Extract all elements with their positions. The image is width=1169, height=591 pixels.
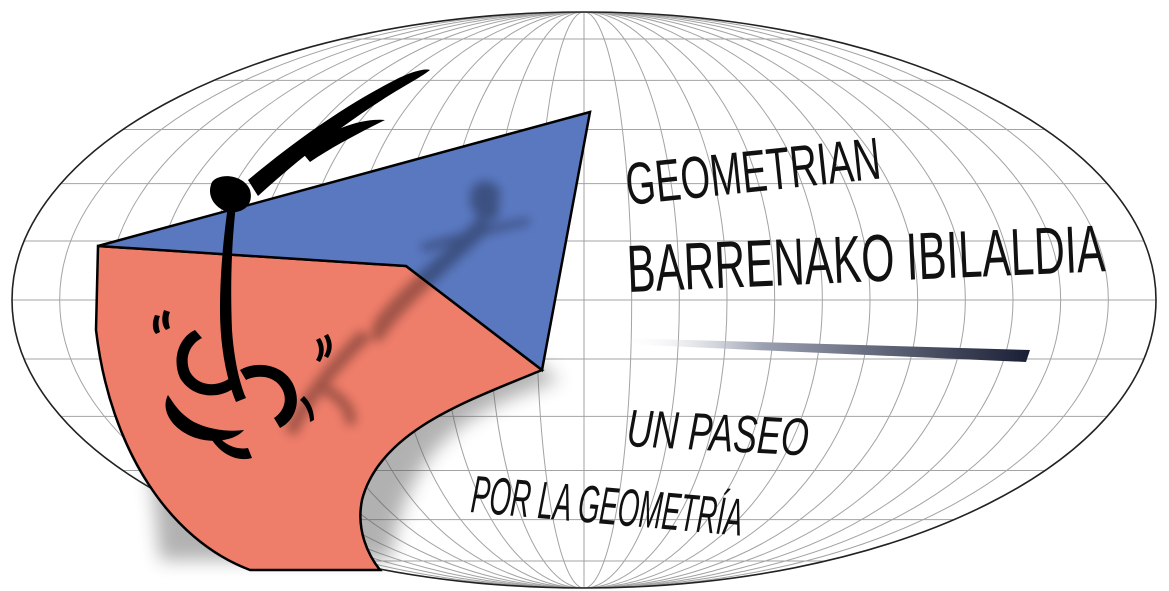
red-face [94,244,545,572]
subtitle-line-2: POR LA GEOMETRÍA [469,466,745,548]
walking-stick-figure-icon [152,69,430,460]
gradient-bar [620,338,1030,362]
title-line-1: GEOMETRIAN [622,124,883,218]
folded-paper-solid-icon [94,110,592,572]
figure-shadow [285,181,530,436]
blue-face [97,110,592,373]
subtitle-line-1: UN PASEO [625,399,810,467]
title-line-2: BARRENAKO IBILALDIA [625,210,1107,306]
